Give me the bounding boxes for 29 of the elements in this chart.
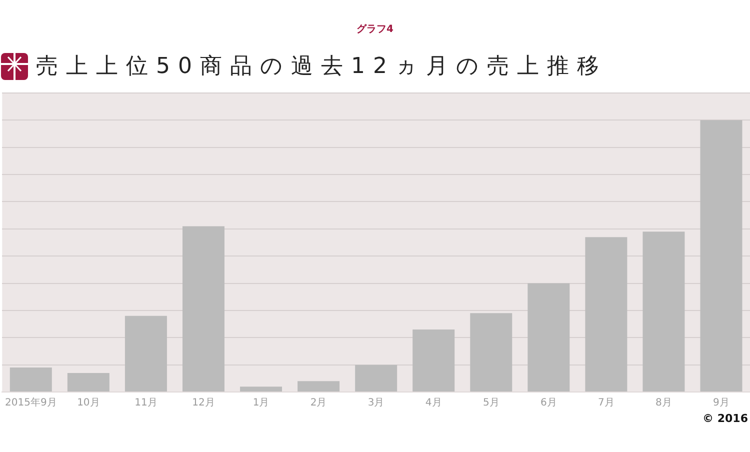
x-tick-label: 7月 [598, 398, 614, 409]
bar [355, 364, 398, 392]
text: © 2016 [702, 412, 748, 425]
x-tick-label: 4月 [425, 398, 442, 409]
x-tick-label: 2015年9月 [5, 396, 57, 409]
bar [585, 237, 628, 392]
bar [67, 372, 110, 392]
bar [10, 368, 52, 392]
bar [412, 329, 455, 392]
x-tick-label: 9月 [713, 398, 730, 409]
bar [470, 313, 512, 392]
x-tick-label: 8月 [656, 398, 672, 409]
bar [528, 283, 570, 392]
x-tick-label: 5月 [482, 398, 500, 409]
bar [642, 232, 685, 392]
bar [298, 381, 340, 392]
x-tick-label: 6月 [540, 398, 557, 409]
chart-subtitle: グラフ4 [356, 23, 394, 36]
bar [240, 386, 282, 392]
chart-title: 売上上位50商品の過去12ヵ月の売上推移 [36, 53, 607, 81]
x-tick-label: 3月 [368, 398, 384, 409]
bar [124, 316, 167, 392]
bar [700, 120, 742, 392]
x-tick-label: 1月 [252, 398, 270, 409]
x-tick-label: 11月 [134, 398, 158, 409]
x-tick-label: 2月 [310, 398, 327, 409]
x-tick-label: 12月 [192, 398, 215, 409]
x-tick-label: 10月 [77, 398, 100, 409]
bar [182, 226, 224, 392]
